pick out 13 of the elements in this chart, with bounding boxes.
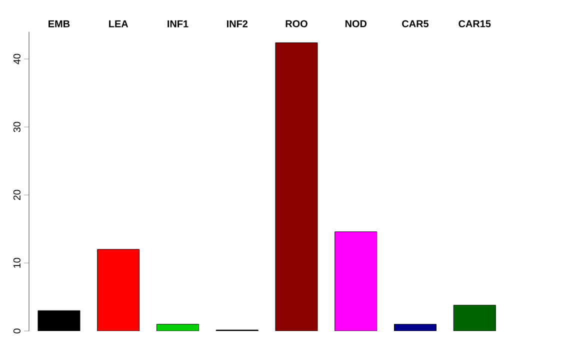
x-tick-label: EMB xyxy=(48,20,70,28)
y-tick-label: 20 xyxy=(13,190,20,200)
y-tick-label: 0 xyxy=(13,328,20,334)
y-tick-label: 40 xyxy=(13,54,20,64)
x-tick-label: NOD xyxy=(345,20,367,28)
x-tick-label: CAR5 xyxy=(402,20,429,28)
y-tick-label: 30 xyxy=(13,122,20,132)
x-tick-label: ROO xyxy=(286,20,308,28)
x-tick-label: CAR15 xyxy=(458,20,491,28)
y-tick-label: 10 xyxy=(13,258,20,268)
x-tick-label: LEA xyxy=(109,20,128,28)
x-tick-label: INF1 xyxy=(168,20,188,28)
x-tick-label: INF2 xyxy=(226,20,248,28)
